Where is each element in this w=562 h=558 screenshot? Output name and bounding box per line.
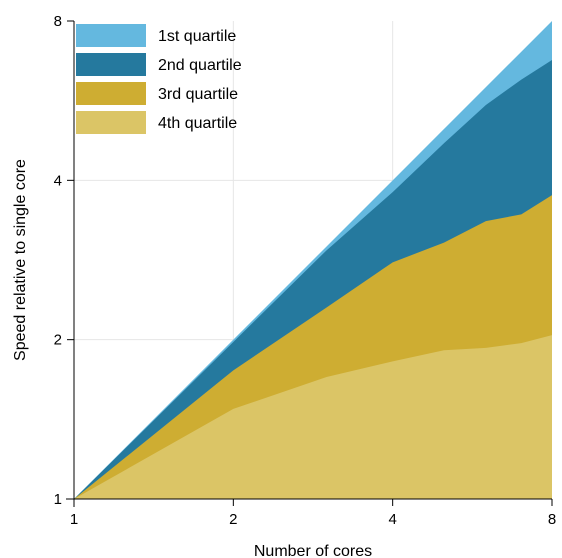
legend-label-2: 2nd quartile (158, 57, 242, 74)
x-axis-label: Number of cores (254, 543, 372, 558)
y-tick-label: 4 (54, 172, 62, 189)
y-axis-label: Speed relative to single core (12, 159, 29, 361)
legend-swatch-3 (76, 82, 146, 105)
legend-swatch-2 (76, 53, 146, 76)
axes (66, 21, 552, 507)
y-axis-ticks: 1 2 4 8 (54, 13, 74, 508)
x-tick-label: 8 (548, 511, 556, 528)
y-tick-label: 8 (54, 13, 62, 30)
x-tick-label: 2 (229, 511, 237, 528)
legend-label-1: 1st quartile (158, 28, 236, 45)
legend-swatch-1 (76, 24, 146, 47)
y-tick-label: 1 (54, 491, 62, 508)
area-series (74, 21, 552, 500)
legend-swatch-4 (76, 111, 146, 134)
legend-label-4: 4th quartile (158, 115, 237, 132)
x-tick-label: 1 (70, 511, 78, 528)
x-axis-ticks: 1 2 4 8 (70, 499, 556, 528)
area-series-4 (74, 335, 552, 499)
legend-label-3: 3rd quartile (158, 86, 238, 103)
legend: 1st quartile 2nd quartile 3rd quartile 4th … (76, 24, 242, 134)
x-tick-label: 4 (388, 511, 396, 528)
y-tick-label: 2 (54, 332, 62, 349)
